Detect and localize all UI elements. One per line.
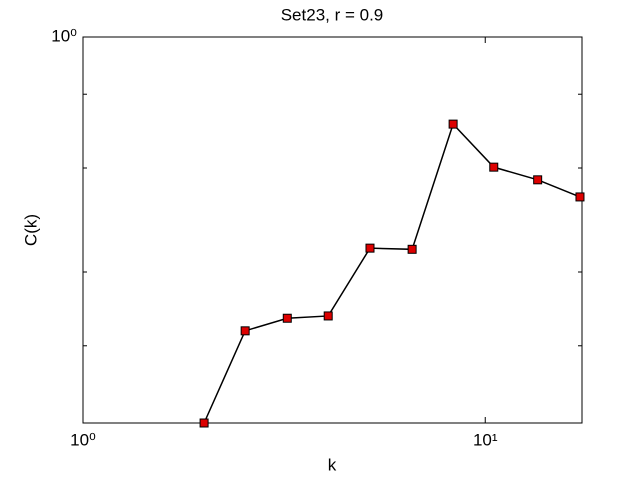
data-point xyxy=(533,175,543,185)
data-point xyxy=(365,243,375,253)
data-line xyxy=(203,122,581,424)
y-axis-label: C(k) xyxy=(21,214,40,246)
plot-area xyxy=(82,36,583,424)
data-point xyxy=(407,244,417,254)
x-tick-label: 10⁰ xyxy=(70,430,96,449)
x-axis-label: k xyxy=(328,455,337,474)
y-tick-label: 10⁰ xyxy=(51,26,77,45)
data-point xyxy=(323,311,333,321)
data-point xyxy=(282,313,292,323)
data-point xyxy=(448,119,458,129)
data-point xyxy=(489,162,499,172)
chart-title: Set23, r = 0.9 xyxy=(281,5,384,24)
data-point xyxy=(199,418,209,428)
data-point xyxy=(575,192,585,202)
x-tick-label: 10¹ xyxy=(473,430,498,449)
data-point xyxy=(240,326,250,336)
